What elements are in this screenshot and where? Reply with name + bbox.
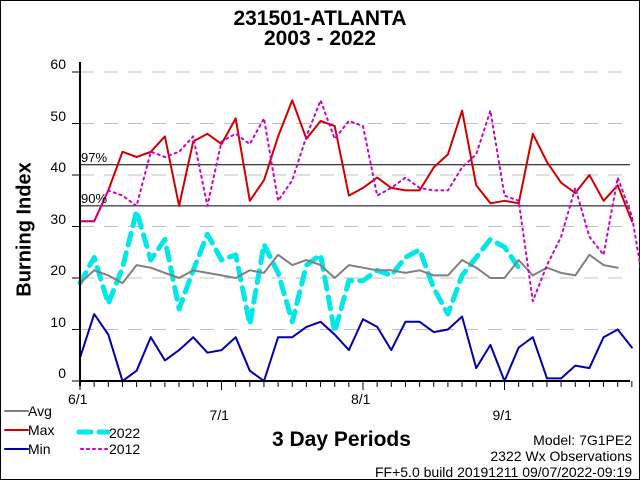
y-tick-label-10: 10 xyxy=(50,313,66,330)
chart-title: 231501-ATLANTA xyxy=(233,7,407,30)
series-line-2012 xyxy=(79,99,640,303)
x-tick-label-8-1: 8/1 xyxy=(351,391,371,407)
x-tick-label-7-1: 7/1 xyxy=(209,407,229,423)
axes xyxy=(72,62,633,390)
x-tick-label-6-1: 6/1 xyxy=(68,391,88,407)
y-tick-label-50: 50 xyxy=(50,107,66,124)
y-axis-label: Burning Index xyxy=(13,162,36,297)
series-line-2022 xyxy=(77,208,522,335)
y-tick-label-0: 0 xyxy=(58,365,66,381)
legend-label-2012: 2012 xyxy=(109,441,141,457)
legend-label-avg: Avg xyxy=(28,403,52,419)
grid-lines xyxy=(80,71,630,330)
build-info: FF+5.0 build 20191211 09/07/2022-09:19 xyxy=(374,464,632,480)
series-line-max xyxy=(79,99,633,223)
reference-lines xyxy=(80,164,630,207)
legend-label-2022: 2022 xyxy=(109,425,141,441)
legend-swatches xyxy=(4,410,111,450)
reference-label-90pct: 90% xyxy=(81,190,108,206)
y-tick-label-60: 60 xyxy=(50,56,66,72)
y-tick-label-40: 40 xyxy=(50,159,66,175)
y-tick-label-20: 20 xyxy=(50,262,66,278)
series-lines xyxy=(77,99,640,382)
y-tick-label-30: 30 xyxy=(50,210,66,227)
legend-label-max: Max xyxy=(28,422,55,438)
series-line-min xyxy=(79,313,633,382)
x-axis-label: 3 Day Periods xyxy=(272,428,411,451)
legend-label-min: Min xyxy=(28,441,51,457)
x-tick-label-9-1: 9/1 xyxy=(492,407,512,423)
model-info: Model: 7G1PE2 xyxy=(533,432,632,448)
reference-label-97pct: 97% xyxy=(81,149,108,165)
observations-info: 2322 Wx Observations xyxy=(490,448,632,464)
chart-subtitle: 2003 - 2022 xyxy=(263,27,377,50)
